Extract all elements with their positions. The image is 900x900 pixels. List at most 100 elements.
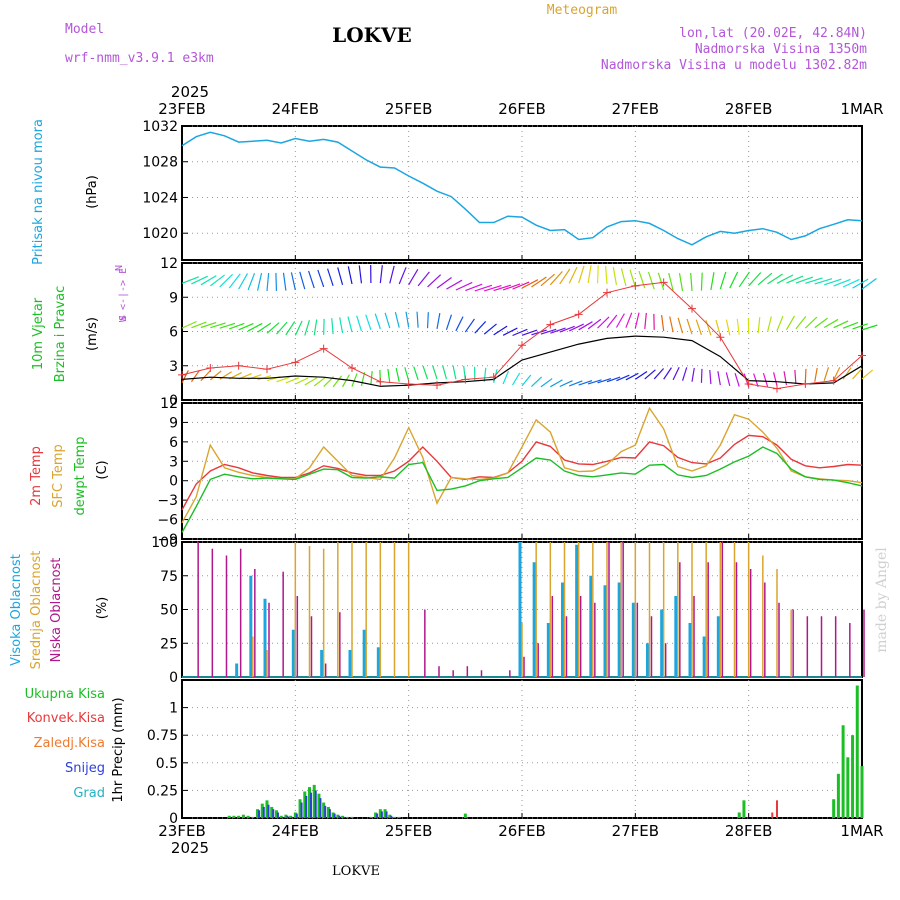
wind-arrow (512, 281, 530, 290)
wind-arrow (852, 278, 869, 289)
model-name: wrf-nmm_v3.9.1 e3km (65, 51, 214, 66)
wind-gust-marker (178, 370, 186, 379)
wind-arrow (814, 367, 818, 382)
wind-arrow (644, 312, 647, 329)
wind-arrow (247, 272, 256, 291)
wind-arrow (436, 313, 441, 330)
precip-snow-bar (324, 805, 327, 818)
wind-arrow (446, 279, 463, 290)
wind-gust-marker (404, 380, 413, 389)
cloud-panel: Visoka Oblacnost Srednja Oblacnost Niska… (9, 535, 865, 686)
wind-arrow (445, 314, 453, 331)
precip-snow-bar (385, 811, 388, 818)
precip-total-bar (851, 735, 855, 818)
precip-total-bar (293, 812, 297, 818)
wind-arrow (426, 312, 429, 329)
wind-arrow (657, 272, 665, 291)
wind-arrow (347, 266, 353, 285)
precip-total-bar (331, 812, 335, 818)
wind-arrow (852, 323, 868, 330)
wind-arrow (604, 265, 608, 285)
wind-arrow (360, 372, 366, 387)
wind-arrow (719, 271, 727, 290)
precip-total-bar (303, 791, 307, 818)
wind-arrow (762, 372, 769, 387)
wind-arrow (290, 272, 296, 291)
wind-arrow (405, 311, 410, 328)
precip-snow-bar (281, 816, 284, 818)
wind-arrow (717, 371, 721, 386)
wind-arrow (313, 319, 318, 336)
precip-conv-label: Konvek.Kisa (27, 711, 105, 726)
wind-gust-marker (603, 288, 611, 297)
wind-arrow (191, 321, 207, 329)
wind-arrow (625, 312, 633, 328)
precip-total-bar (397, 816, 401, 818)
y-tick-label: 0.75 (147, 728, 178, 744)
precip-total-bar (836, 773, 840, 818)
precip-conv-bar (776, 800, 778, 818)
precip-snow-bar (276, 812, 279, 818)
wind-arrow (700, 272, 703, 291)
wind-arrow (483, 323, 497, 335)
model-altitude-label: Nadmorska Visina u modelu 1302.82m (601, 58, 867, 73)
y-tick-label: 0 (169, 670, 178, 686)
wind-arrow (247, 322, 263, 332)
day-labels-bottom: 23FEB 24FEB 25FEB 26FEB 27FEB 28FEB 1MAR (158, 822, 883, 840)
temp-sfc-line (181, 406, 863, 524)
precip-total-bar (246, 815, 250, 818)
y-tick-label: 50 (160, 603, 178, 619)
wind-arrow (559, 268, 571, 285)
cloud-high-label: Visoka Oblacnost (9, 554, 24, 666)
wind-arrow (304, 377, 318, 386)
wind-arrow (549, 271, 563, 286)
wind-arrow (814, 317, 828, 329)
wind-arrow (422, 365, 429, 380)
wind-arrow (587, 318, 602, 330)
wind-arrow (596, 265, 599, 284)
y-tick-label: 0.5 (156, 756, 178, 772)
wind-arrow (413, 366, 419, 381)
wind-arrow (833, 320, 849, 329)
y-tick-label: 75 (160, 569, 178, 585)
y-tick-label: 1028 (142, 155, 178, 171)
wind-arrow (266, 322, 280, 334)
precip-panel: Ukupna Kisa Konvek.Kisa Zaledj.Kisa Snij… (25, 679, 864, 827)
precip-total-bar (308, 787, 311, 818)
wind-arrow (757, 317, 761, 334)
wind-arrow (653, 368, 665, 380)
wind-arrow (823, 367, 830, 381)
wind-arrow (766, 316, 772, 333)
precip-freezing-label: Zaledj.Kisa (34, 736, 105, 751)
day-label-bottom: 23FEB (158, 822, 205, 840)
day-label-top: 26FEB (498, 100, 545, 118)
cloud-mid-label: Srednja Oblacnost (29, 551, 44, 670)
wind-arrow (620, 268, 627, 287)
wind-arrow (210, 322, 226, 329)
wind-gust-marker (518, 341, 526, 350)
wind-arrow (861, 277, 877, 290)
wind-arrow (238, 273, 248, 290)
y-tick-label: 1024 (142, 190, 178, 206)
precip-conv-bar (771, 812, 774, 818)
wind-arrow (181, 320, 197, 329)
precip-snow-bar (258, 810, 261, 818)
precip-total-bar (298, 799, 302, 818)
wind-arrow (852, 368, 863, 380)
year-bottom: 2025 (171, 839, 209, 857)
wind-arrow (219, 273, 234, 288)
temperature-panel: 2m Temp SFC Temp dewpt Temp (C) −9 −6 −3 0 3… (29, 396, 863, 548)
temp-dewpt-label: dewpt Temp (73, 436, 88, 515)
precip-total-bar (832, 799, 836, 818)
wind-arrow (705, 319, 712, 336)
wind-arrow (647, 271, 655, 290)
y-tick-label: 6 (169, 325, 178, 341)
wind-arrow (612, 267, 618, 285)
wind-arrow (776, 274, 794, 284)
wind-arrow (512, 372, 521, 386)
wind-dir-north: N (114, 265, 125, 271)
wind-arrow (833, 278, 851, 287)
precip-total-bar (378, 809, 382, 818)
wind-arrow (275, 272, 278, 291)
wind-arrow (493, 325, 508, 336)
